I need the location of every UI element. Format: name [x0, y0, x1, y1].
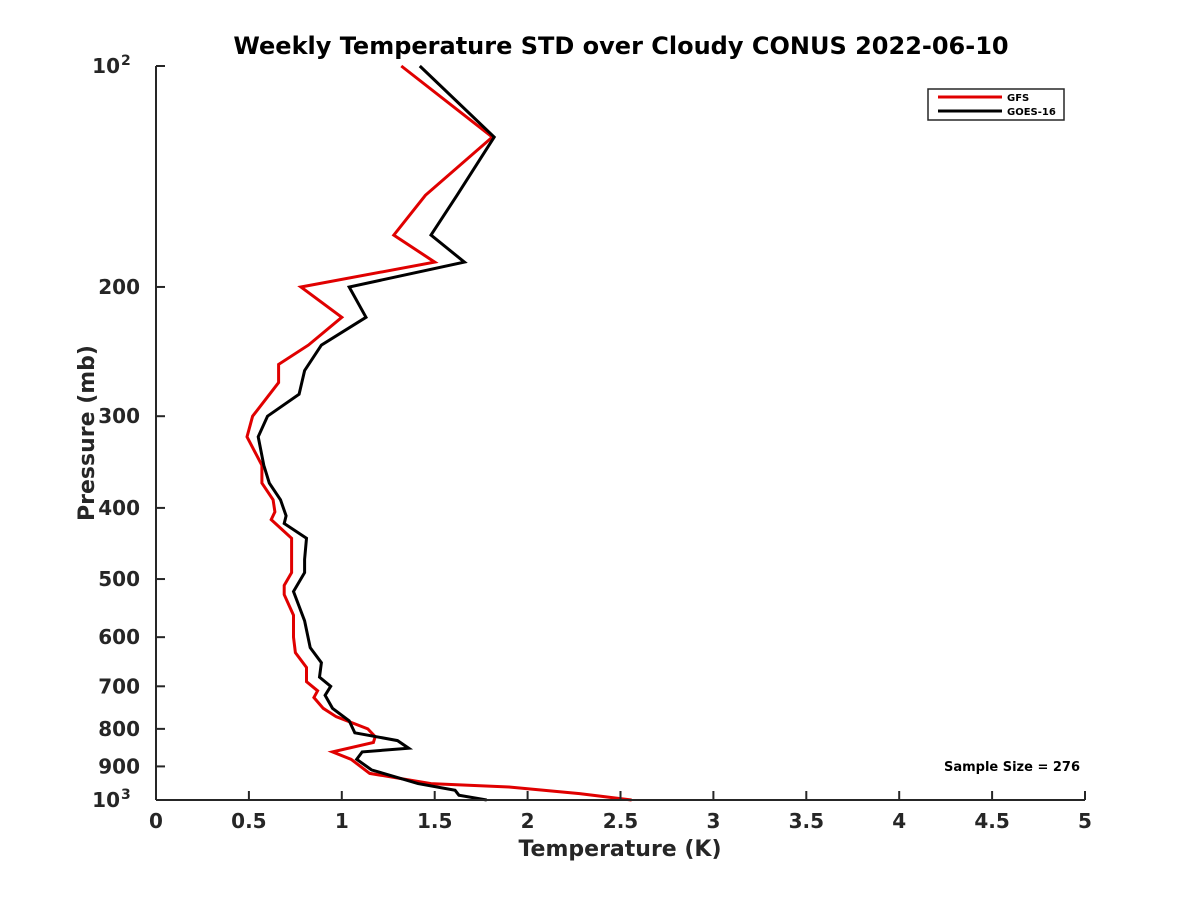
legend-label: GOES-16	[1007, 107, 1056, 118]
x-tick-label: 5	[1078, 809, 1092, 833]
y-tick-label: 400	[98, 496, 140, 520]
x-tick-label: 1	[335, 809, 349, 833]
x-tick-label: 0	[149, 809, 163, 833]
sample-size-annotation: Sample Size = 276	[944, 760, 1080, 775]
x-tick-label: 0.5	[231, 809, 266, 833]
y-tick-label: 10	[92, 54, 120, 78]
x-tick-label: 3	[706, 809, 720, 833]
y-tick-label: 10	[92, 788, 120, 812]
x-axis: 0 0.5 1 1.5 2 2.5 3 3.5 4 4.5 5	[149, 791, 1092, 833]
y-tick-label: 500	[98, 567, 140, 591]
y-tick-label-exponent: 2	[121, 53, 131, 69]
y-tick-label: 300	[98, 404, 140, 428]
y-tick-label: 900	[98, 754, 140, 778]
y-tick-label: 600	[98, 625, 140, 649]
x-tick-label: 4.5	[974, 809, 1009, 833]
x-tick-label: 2	[521, 809, 535, 833]
x-tick-label: 2.5	[603, 809, 638, 833]
legend: GFS GOES-16	[927, 88, 1065, 121]
chart-title: Weekly Temperature STD over Cloudy CONUS…	[233, 32, 1008, 60]
legend-label: GFS	[1007, 93, 1029, 104]
y-tick-label: 200	[98, 275, 140, 299]
series-layer	[245, 64, 632, 802]
legend-box	[927, 88, 1065, 121]
x-tick-label: 3.5	[789, 809, 824, 833]
y-tick-label-exponent: 3	[121, 787, 131, 803]
series-line-goes-16	[256, 64, 497, 802]
x-tick-label: 4	[892, 809, 906, 833]
x-axis-label: Temperature (K)	[518, 837, 721, 862]
y-axis-label: Pressure (mb)	[75, 345, 100, 521]
plot-area: 0 0.5 1 1.5 2 2.5 3 3.5 4 4.5 5 10 2200300400500600…	[92, 53, 1092, 833]
x-tick-label: 1.5	[417, 809, 452, 833]
y-tick-label: 700	[98, 674, 140, 698]
series-line-gfs	[245, 64, 632, 802]
y-tick-label: 800	[98, 717, 140, 741]
